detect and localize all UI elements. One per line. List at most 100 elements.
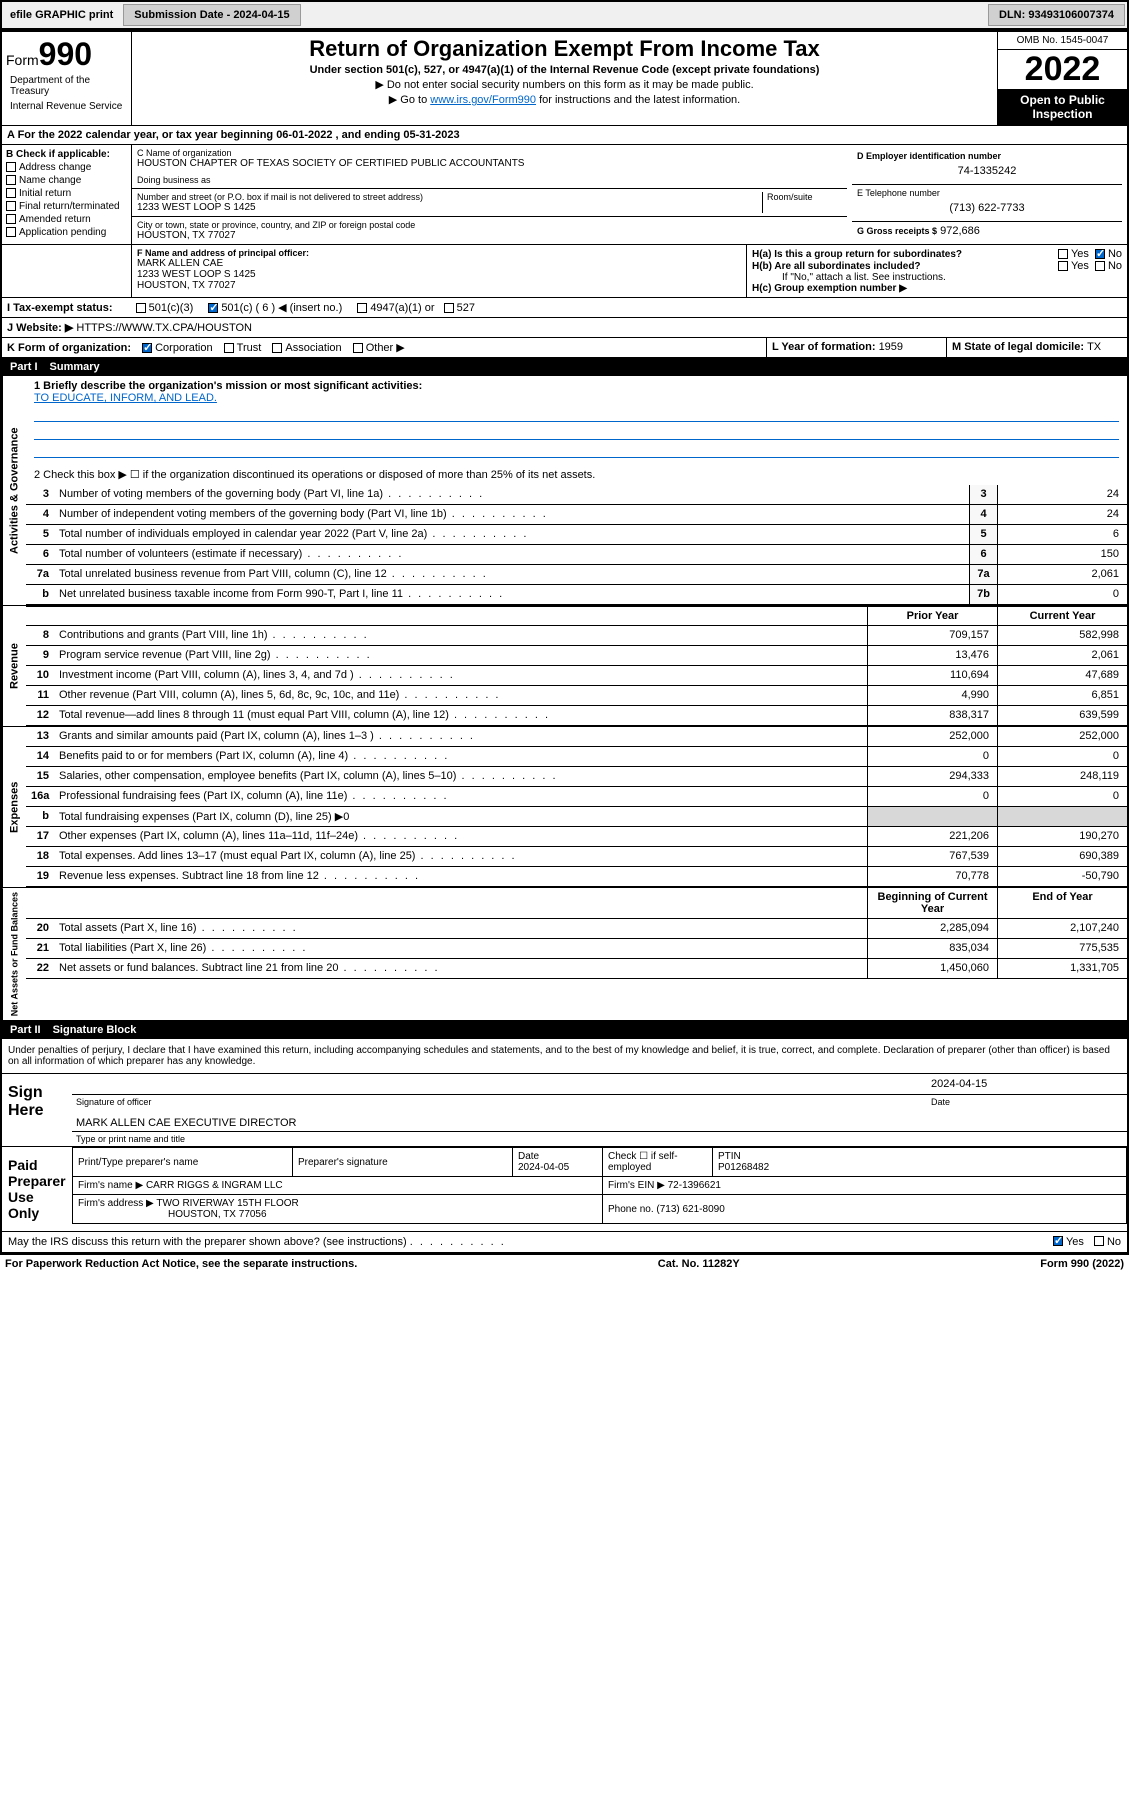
part1-label: Part I [10,361,38,373]
m-label: M State of legal domicile: [952,341,1087,353]
firm-name-label: Firm's name ▶ [78,1180,143,1191]
firm-addr-label: Firm's address ▶ [78,1198,154,1209]
ptin-label: PTIN [718,1151,741,1162]
form-word: Form [6,52,39,68]
discuss-question: May the IRS discuss this return with the… [8,1236,1053,1248]
block-c: C Name of organization HOUSTON CHAPTER O… [132,145,847,244]
chk-address: Address change [19,162,91,173]
phone-value: (713) 622-7733 [857,198,1117,218]
table-row: 5Total number of individuals employed in… [26,525,1127,545]
d-label: D Employer identification number [857,151,1117,161]
firm-ein: 72-1396621 [668,1180,721,1191]
gross-receipts: 972,686 [940,225,980,237]
blocks-bcdefg: B Check if applicable: Address change Na… [2,145,1127,245]
discuss-yes: Yes [1066,1236,1084,1248]
officer-name: MARK ALLEN CAE [137,258,741,269]
f-label: F Name and address of principal officer: [137,248,741,258]
part2-title: Signature Block [53,1024,137,1036]
prep-date: 2024-04-05 [518,1162,569,1173]
open-inspection: Open to Public Inspection [998,89,1127,125]
footer-right: Form 990 (2022) [1040,1258,1124,1270]
paid-preparer-label: Paid Preparer Use Only [2,1147,72,1231]
form-note1: ▶ Do not enter social security numbers o… [136,78,993,91]
l-label: L Year of formation: [772,341,879,353]
prep-sig-label: Preparer's signature [298,1157,388,1168]
q1-label: 1 Briefly describe the organization's mi… [34,380,1119,392]
ptin-value: P01268482 [718,1162,769,1173]
block-j: J Website: ▶ HTTPS://WWW.TX.CPA/HOUSTON [2,318,1127,338]
irs-label: Internal Revenue Service [6,99,127,114]
table-row: 19Revenue less expenses. Subtract line 1… [26,867,1127,887]
i-label: I Tax-exempt status: [7,302,113,314]
k-other: Other ▶ [366,342,405,354]
check-self-employed: Check ☐ if self-employed [608,1151,678,1173]
preparer-table: Print/Type preparer's name Preparer's si… [72,1147,1127,1224]
k-trust: Trust [237,342,262,354]
page-footer: For Paperwork Reduction Act Notice, see … [0,1255,1129,1273]
table-row: 7aTotal unrelated business revenue from … [26,565,1127,585]
prep-name-label: Print/Type preparer's name [78,1157,198,1168]
tax-year: 2022 [998,50,1127,89]
block-b-title: B Check if applicable: [6,149,127,160]
hc-label: H(c) Group exemption number ▶ [752,283,1122,294]
org-name: HOUSTON CHAPTER OF TEXAS SOCIETY OF CERT… [137,158,842,169]
block-klm: K Form of organization: Corporation Trus… [2,338,1127,358]
hb-yes: Yes [1071,260,1089,272]
i-opt1: 501(c)(3) [149,302,194,314]
k-assoc: Association [285,342,341,354]
vert-activities: Activities & Governance [2,376,26,605]
table-row: 14Benefits paid to or for members (Part … [26,747,1127,767]
sig-date: 2024-04-15 [927,1074,1127,1094]
firm-name: CARR RIGGS & INGRAM LLC [146,1180,283,1191]
date-label: Date [927,1095,1127,1109]
table-row: 9Program service revenue (Part VIII, lin… [26,646,1127,666]
dept-label: Department of the Treasury [6,73,127,99]
city-label: City or town, state or province, country… [137,220,842,230]
part2-label: Part II [10,1024,41,1036]
top-toolbar: efile GRAPHIC print Submission Date - 20… [0,0,1129,30]
footer-mid: Cat. No. 11282Y [658,1258,740,1270]
room-label: Room/suite [767,192,842,202]
end-year-header: End of Year [997,888,1127,918]
table-row: 12Total revenue—add lines 8 through 11 (… [26,706,1127,726]
j-label: J Website: ▶ [7,322,73,334]
table-row: 11Other revenue (Part VIII, column (A), … [26,686,1127,706]
omb-number: OMB No. 1545-0047 [998,32,1127,50]
firm-addr2: HOUSTON, TX 77056 [78,1209,267,1220]
current-year-header: Current Year [997,607,1127,625]
prep-phone: (713) 621-8090 [656,1204,724,1215]
type-label: Type or print name and title [76,1134,185,1144]
dln-label: DLN: 93493106007374 [988,4,1125,26]
k-corp: Corporation [155,342,212,354]
c-label: C Name of organization [137,148,842,158]
section-a-line: A For the 2022 calendar year, or tax yea… [2,126,1127,145]
block-b: B Check if applicable: Address change Na… [2,145,132,244]
chk-pending: Application pending [19,227,106,238]
officer-addr2: HOUSTON, TX 77027 [137,280,741,291]
i-opt2: 501(c) ( 6 ) ◀ (insert no.) [221,302,342,314]
phone-label: Phone no. [608,1204,656,1215]
h-note: If "No," attach a list. See instructions… [752,272,1122,283]
form-main: Form990 Department of the Treasury Inter… [0,30,1129,1255]
form990-link[interactable]: www.irs.gov/Form990 [430,94,536,106]
form-note2: ▶ Go to www.irs.gov/Form990 for instruct… [136,93,993,106]
vert-expenses: Expenses [2,727,26,887]
table-row: 21Total liabilities (Part X, line 26)835… [26,939,1127,959]
table-row: 15Salaries, other compensation, employee… [26,767,1127,787]
i-opt3: 4947(a)(1) or [370,302,434,314]
website-value: HTTPS://WWW.TX.CPA/HOUSTON [76,322,252,334]
vert-revenue: Revenue [2,606,26,726]
addr-label: Number and street (or P.O. box if mail i… [137,192,762,202]
org-addr: 1233 WEST LOOP S 1425 [137,202,762,213]
e-label: E Telephone number [857,188,1117,198]
prior-year-header: Prior Year [867,607,997,625]
chk-amended: Amended return [19,214,91,225]
firm-ein-label: Firm's EIN ▶ [608,1180,665,1191]
q2-text: 2 Check this box ▶ ☐ if the organization… [26,464,1127,485]
vert-netassets: Net Assets or Fund Balances [2,888,26,1020]
dba-label: Doing business as [137,175,842,185]
table-row: 16aProfessional fundraising fees (Part I… [26,787,1127,807]
org-city: HOUSTON, TX 77027 [137,230,842,241]
form-subtitle: Under section 501(c), 527, or 4947(a)(1)… [136,64,993,76]
part1-header: Part I Summary [2,358,1127,376]
